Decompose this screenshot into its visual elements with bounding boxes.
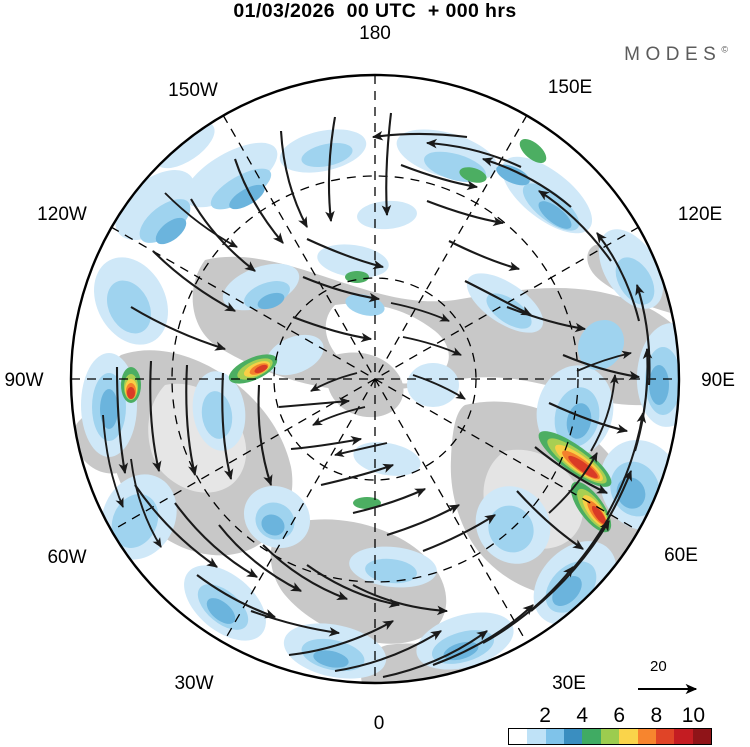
- colorbar-cell-8: [655, 729, 675, 744]
- streamline-layer: [102, 112, 653, 679]
- colorbar-cell-4: [582, 729, 601, 744]
- colorbar-cell-7: [637, 729, 656, 744]
- colorbar-tick-10: 10: [681, 704, 706, 727]
- lon-label-0: 0: [373, 713, 385, 734]
- wind-legend-value: 20: [650, 658, 667, 675]
- lon-label-120e: 120E: [677, 204, 723, 225]
- lon-label-90e: 90E: [701, 370, 735, 391]
- colorbar-cell-1: [527, 729, 546, 744]
- colorbar-tick-6: 6: [613, 704, 626, 727]
- lon-label-60w: 60W: [47, 547, 87, 568]
- colorbar-cell-3: [564, 729, 583, 744]
- colorbar-tick-2: 2: [539, 704, 551, 727]
- colorbar-cell-9: [674, 729, 693, 744]
- globe-boundary: [69, 73, 681, 685]
- colorbar-cell-0: [509, 729, 528, 744]
- colorbar-cell-6: [619, 729, 638, 744]
- colorbar-cell-5: [600, 729, 620, 744]
- colorbar-cell-2: [545, 729, 565, 744]
- lon-label-120w: 120W: [37, 204, 87, 225]
- colorbar-tick-labels: 2 4 6 8 10: [508, 704, 712, 728]
- lon-label-180: 180: [359, 23, 391, 44]
- colorbar: 2 4 6 8 10: [508, 704, 712, 746]
- modes-logo: MODES©: [624, 44, 728, 66]
- lon-label-30e: 30E: [552, 673, 586, 694]
- colorbar-cell-10: [692, 729, 711, 744]
- lon-label-30w: 30W: [174, 673, 214, 694]
- page-title: 01/03/2026 00 UTC + 000 hrs: [233, 0, 517, 22]
- colorbar-gradient: [508, 728, 712, 745]
- graticule-layer: [71, 75, 679, 683]
- lon-label-150w: 150W: [168, 80, 218, 101]
- lon-label-90w: 90W: [4, 370, 44, 391]
- copyright-icon: ©: [721, 44, 728, 55]
- lon-label-60e: 60E: [664, 545, 698, 566]
- modes-logo-text: MODES: [624, 44, 722, 65]
- colorbar-tick-4: 4: [576, 704, 589, 727]
- lon-label-150e: 150E: [547, 77, 593, 98]
- colorbar-tick-8: 8: [650, 704, 663, 727]
- wind-vector-legend: 20: [636, 658, 726, 700]
- map-field: [71, 75, 679, 683]
- polar-map[interactable]: [35, 55, 715, 695]
- wind-legend-arrow-icon: [638, 683, 698, 695]
